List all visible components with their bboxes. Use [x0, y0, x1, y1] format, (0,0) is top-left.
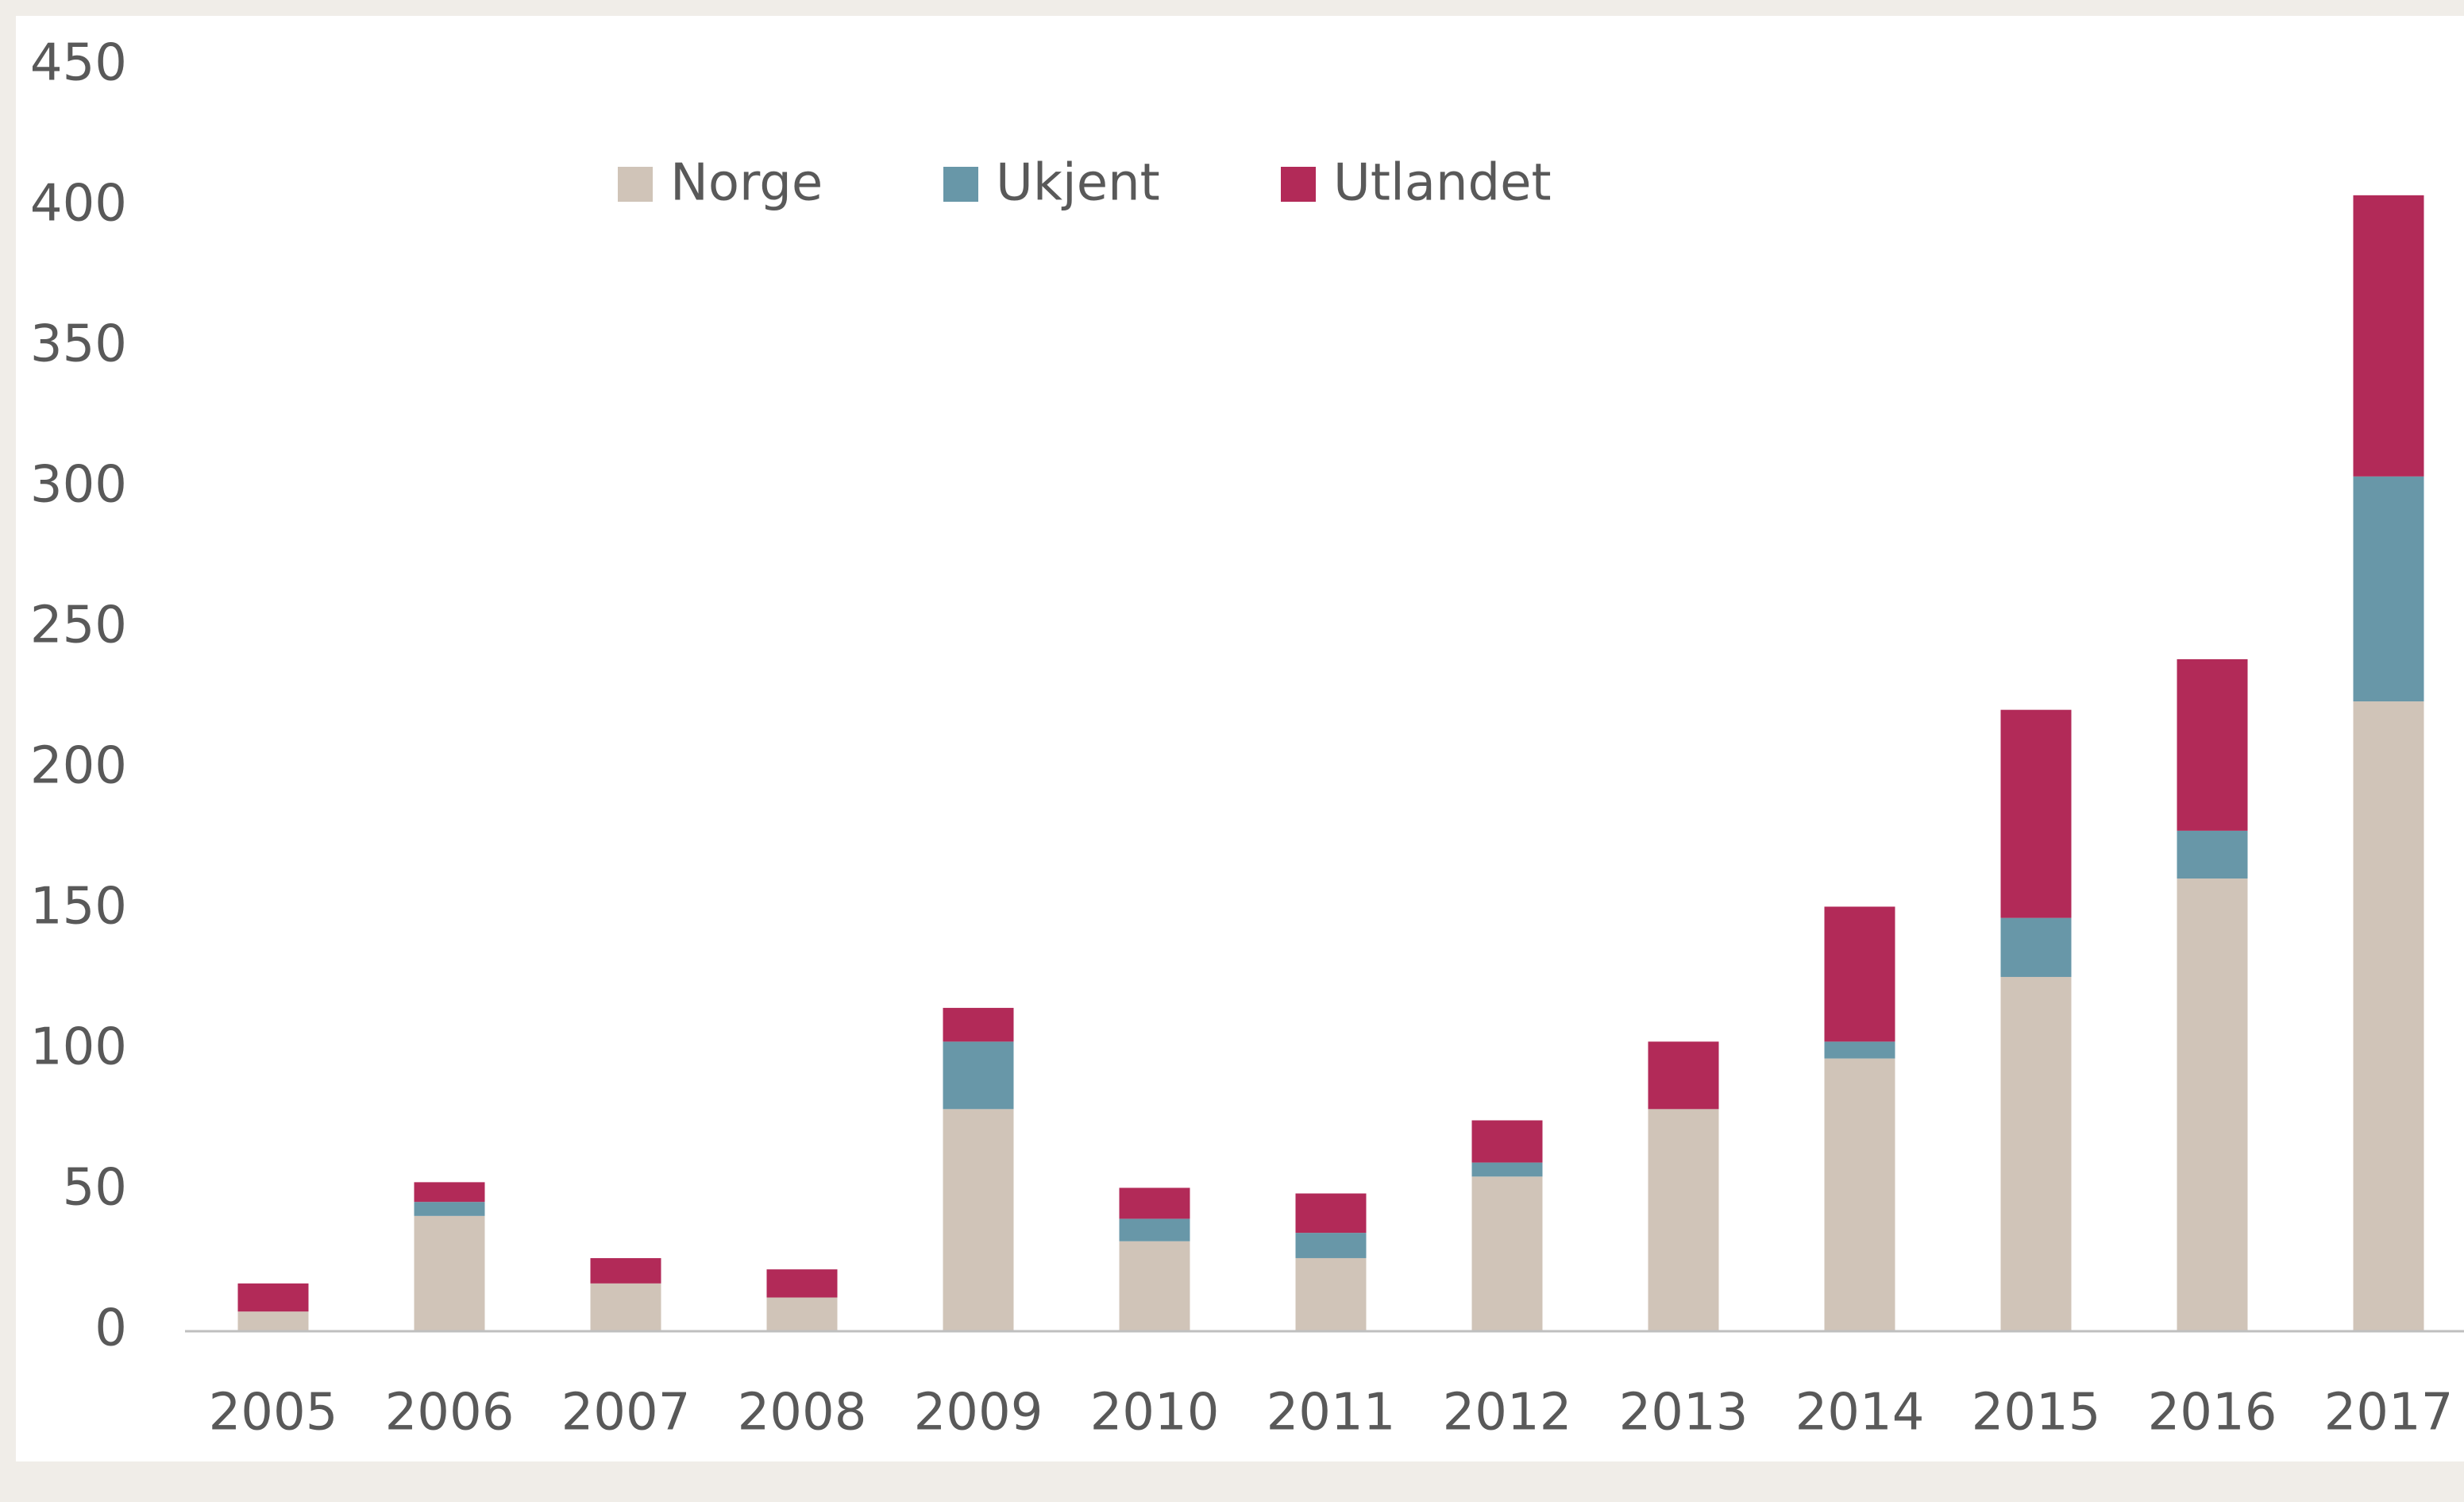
bar-segment	[2000, 976, 2072, 1331]
x-tick-label: 2012	[1443, 1384, 1572, 1442]
y-tick-label: 450	[30, 34, 127, 93]
y-tick-label: 300	[30, 456, 127, 515]
x-tick-label: 2008	[738, 1384, 867, 1442]
y-tick-label: 50	[63, 1159, 127, 1218]
x-tick-label: 2013	[1619, 1384, 1749, 1442]
bar-segment	[414, 1202, 485, 1216]
bar-segment	[1471, 1120, 1543, 1163]
bar-segment	[414, 1182, 485, 1203]
y-tick-label: 150	[30, 878, 127, 936]
bar-segment	[766, 1297, 838, 1331]
bar-segment	[590, 1257, 661, 1284]
x-tick-label: 2006	[385, 1384, 515, 1442]
plot-background	[16, 16, 2464, 1461]
bar-segment	[1119, 1187, 1190, 1219]
bar-segment	[2177, 658, 2248, 831]
bar-segment	[237, 1283, 309, 1312]
bar-segment	[1824, 1041, 1895, 1059]
x-tick-label: 2017	[2324, 1384, 2454, 1442]
bar-segment	[1471, 1162, 1543, 1177]
legend-label: Ukjent	[996, 154, 1160, 213]
bar-segment	[2177, 830, 2248, 879]
x-tick-label: 2011	[1267, 1384, 1396, 1442]
bar-segment	[943, 1109, 1014, 1331]
bar-segment	[1471, 1176, 1543, 1331]
legend-label: Utlandet	[1333, 154, 1552, 213]
y-tick-label: 350	[30, 315, 127, 374]
legend-label: Norge	[670, 154, 823, 213]
bar-segment	[1295, 1233, 1367, 1258]
legend-swatch	[943, 167, 978, 202]
bar-segment	[1824, 1058, 1895, 1331]
bar-segment	[1295, 1193, 1367, 1234]
bar-segment	[1824, 906, 1895, 1042]
bar-segment	[943, 1041, 1014, 1110]
legend-swatch	[1281, 167, 1316, 202]
y-tick-label: 0	[94, 1299, 127, 1358]
bar-segment	[1295, 1257, 1367, 1331]
bar-segment	[590, 1283, 661, 1331]
bar-segment	[2177, 878, 2248, 1331]
bar-segment	[2000, 709, 2072, 918]
bar-segment	[1648, 1041, 1719, 1110]
bar-segment	[2000, 917, 2072, 977]
x-tick-label: 2014	[1795, 1384, 1925, 1442]
legend-swatch	[618, 167, 653, 202]
y-tick-label: 200	[30, 737, 127, 796]
bar-segment	[237, 1311, 309, 1331]
bar-segment	[766, 1269, 838, 1298]
x-tick-label: 2009	[914, 1384, 1043, 1442]
bar-segment	[1119, 1218, 1190, 1241]
y-tick-label: 250	[30, 597, 127, 655]
y-tick-label: 400	[30, 175, 127, 234]
x-tick-label: 2005	[209, 1384, 338, 1442]
x-tick-label: 2016	[2148, 1384, 2277, 1442]
x-tick-label: 2007	[561, 1384, 691, 1442]
y-tick-label: 100	[30, 1018, 127, 1077]
bar-segment	[943, 1007, 1014, 1042]
bar-segment	[2353, 476, 2424, 702]
bar-segment	[1119, 1241, 1190, 1331]
bar-segment	[1648, 1109, 1719, 1331]
bar-segment	[414, 1215, 485, 1331]
bar-segment	[2353, 701, 2424, 1331]
x-tick-label: 2010	[1090, 1384, 1220, 1442]
bar-segment	[2353, 195, 2424, 477]
x-tick-label: 2015	[1972, 1384, 2101, 1442]
